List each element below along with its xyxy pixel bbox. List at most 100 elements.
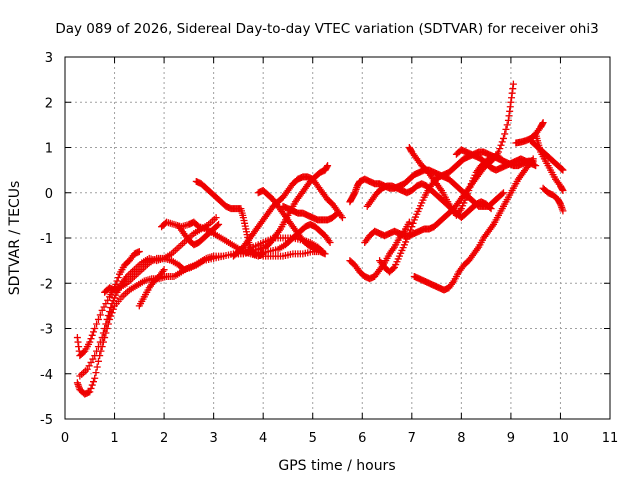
data-point [91, 352, 99, 360]
data-point [559, 166, 567, 174]
data-point [92, 369, 100, 377]
data-point [104, 311, 112, 319]
series-track-2 [73, 248, 267, 398]
series-track-27 [539, 184, 567, 215]
data-point [464, 190, 472, 198]
x-tick-label: 11 [602, 431, 619, 446]
data-point [486, 203, 494, 211]
data-point [466, 183, 474, 191]
y-tick-label: 0 [45, 187, 53, 202]
data-point [86, 388, 94, 396]
series-track-3 [76, 214, 220, 380]
data-point [321, 250, 329, 258]
data-point [559, 186, 567, 194]
series-track-1 [73, 248, 143, 360]
series-track-15 [279, 202, 341, 224]
data-point [101, 325, 109, 332]
data-point [113, 277, 121, 285]
data-point [88, 331, 96, 339]
y-tick-label: 3 [45, 51, 53, 66]
chart-title: Day 089 of 2026, Sidereal Day-to-day VTE… [55, 21, 598, 37]
data-point [98, 334, 106, 342]
data-point [501, 130, 509, 138]
x-tick-label: 1 [110, 431, 118, 446]
data-point [94, 357, 102, 365]
x-axis-label: GPS time / hours [278, 458, 395, 474]
x-tick-label: 0 [61, 431, 69, 446]
axis-ticks: 0 1 2 3 4 5 6 7 8 9 10 11 -5 -4 -3 -2 -1 0 1 2 3 [40, 51, 618, 446]
data-point [94, 315, 102, 323]
data-point [96, 311, 104, 319]
data-point [405, 229, 413, 237]
x-tick-label: 2 [160, 431, 168, 446]
x-tick-label: 6 [358, 431, 366, 446]
series-track-9 [229, 173, 346, 260]
y-tick-label: -3 [40, 323, 53, 338]
data-point [405, 218, 413, 226]
series-track-7 [175, 220, 223, 249]
series-track-17 [346, 218, 413, 283]
data-point [509, 80, 517, 88]
data-point [497, 141, 505, 149]
series-track-22 [410, 155, 537, 294]
x-tick-label: 4 [259, 431, 267, 446]
x-tick-label: 10 [552, 431, 569, 446]
data-point [89, 328, 97, 336]
data-point [407, 226, 415, 234]
data-point [93, 363, 101, 371]
series-track-23 [452, 146, 540, 174]
data-point [94, 343, 102, 351]
y-tick-label: -2 [40, 277, 53, 292]
data-point [498, 138, 506, 146]
data-point [114, 274, 122, 282]
data-point [332, 210, 340, 218]
series-track-20 [376, 148, 537, 276]
y-tick-label: -4 [40, 368, 53, 383]
data-point [503, 121, 511, 129]
data-point [107, 304, 115, 312]
data-point [462, 193, 470, 201]
data-point [87, 384, 95, 392]
data-point [465, 186, 473, 194]
data-point [324, 162, 332, 170]
data-point [91, 374, 99, 382]
data-point [499, 134, 507, 142]
data-point [86, 338, 94, 346]
y-tick-label: -5 [40, 413, 53, 428]
data-point [220, 252, 228, 260]
data-point [532, 162, 540, 170]
data-marks [73, 80, 567, 398]
data-point [87, 335, 95, 343]
series-track-14 [249, 248, 329, 260]
data-point [408, 223, 416, 231]
data-point [103, 315, 111, 323]
data-point [91, 325, 99, 332]
data-point [487, 205, 495, 213]
grid-lines [65, 57, 610, 419]
data-point [135, 248, 143, 256]
data-point [326, 239, 334, 247]
y-tick-label: -1 [40, 232, 53, 247]
data-point [102, 320, 110, 328]
data-point [88, 381, 96, 389]
series-track-5 [135, 266, 168, 310]
y-tick-label: 2 [45, 96, 53, 111]
data-point [106, 308, 114, 316]
data-point [559, 207, 567, 215]
x-tick-label: 7 [408, 431, 416, 446]
x-tick-label: 8 [457, 431, 465, 446]
data-point [96, 338, 104, 346]
data-point [160, 266, 168, 274]
y-tick-label: 1 [45, 142, 53, 157]
series-track-4 [101, 252, 228, 296]
data-point [409, 219, 417, 227]
data-point [499, 189, 507, 197]
data-point [93, 320, 101, 328]
data-point [212, 214, 220, 222]
x-tick-label: 5 [309, 431, 317, 446]
data-point [496, 145, 504, 153]
x-tick-label: 9 [507, 431, 515, 446]
data-point [498, 190, 506, 198]
data-point [89, 378, 97, 386]
